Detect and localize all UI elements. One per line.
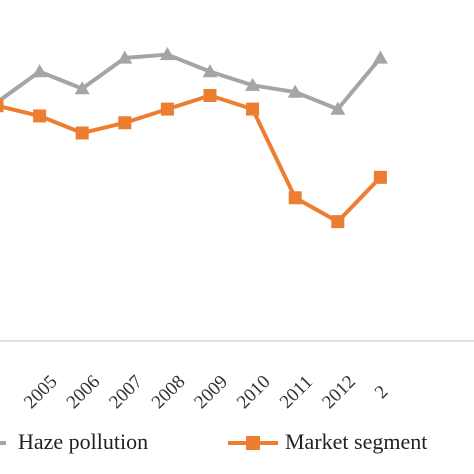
haze-pollution-point [159,47,175,61]
x-tick-labels: 2005 2006 2007 2008 2009 2010 2011 2012 2 [20,371,392,413]
x-tick-label: 2009 [190,371,232,413]
market-segment-point [118,116,132,130]
x-tick-label: 2007 [105,371,147,413]
market-segment-point [160,102,174,116]
haze-pollution-point [32,64,48,78]
haze-pollution-line [0,52,382,112]
haze-pollution-point [117,50,133,64]
x-tick-label: 2008 [148,371,190,413]
legend-item-haze-pollution: Haze pollution [0,429,148,454]
series-lines [0,47,388,229]
x-tick-label: 2005 [20,371,62,413]
market-segment-point [331,215,345,229]
market-segment-series [0,88,387,229]
haze-pollution-point [287,84,303,98]
haze-pollution-point [202,64,218,78]
market-segment-point [288,191,302,205]
legend-label-haze-pollution: Haze pollution [18,429,148,454]
legend-item-market-segment: Market segment [228,429,427,454]
legend-marker-market-segment [246,436,260,450]
x-tick-label: 2012 [318,371,360,413]
x-tick-label: 2006 [63,371,105,413]
x-tick-label: 2 [371,381,393,403]
market-segment-point [33,109,47,123]
haze-pollution-point [330,101,346,115]
market-segment-point [373,170,387,184]
haze-pollution-series [0,47,388,115]
legend-label-market-segment: Market segment [285,429,427,454]
market-segment-point [75,126,89,140]
haze-pollution-point [245,77,261,91]
x-tick-label: 2010 [233,371,275,413]
haze-pollution-point [372,50,388,64]
market-segment-point [203,88,217,102]
market-segment-point [0,99,4,113]
x-tick-label: 2011 [276,372,317,413]
legend: Haze pollution Market segment [0,429,427,454]
market-segment-line [0,93,382,224]
haze-pollution-point [74,81,90,95]
market-segment-point [246,102,260,116]
